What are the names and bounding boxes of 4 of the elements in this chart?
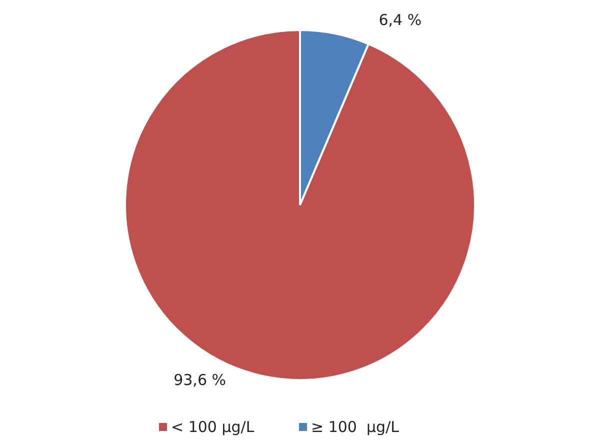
data-label: 6,4 % [378, 11, 422, 29]
legend-label: < 100 µg/L [171, 418, 255, 436]
legend-label: ≥ 100 µg/L [311, 418, 400, 436]
data-label: 93,6 % [174, 371, 226, 390]
